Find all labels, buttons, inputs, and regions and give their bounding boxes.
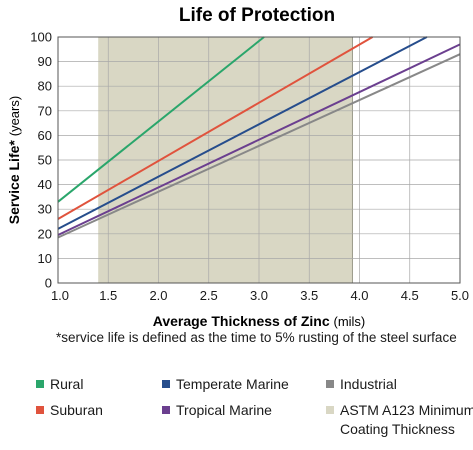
y-tick-label: 10 <box>38 251 52 266</box>
x-tick-label: 2.5 <box>200 288 218 303</box>
plot-frame <box>57 36 461 284</box>
x-tick-label: 5.0 <box>451 288 469 303</box>
series-line-suburan <box>57 36 374 220</box>
chart-title: Life of Protection <box>179 5 335 26</box>
y-tick-label: 90 <box>38 54 52 69</box>
y-tick-label: 50 <box>38 153 52 168</box>
series-line-temperate-marine <box>57 36 428 230</box>
y-tick-label: 20 <box>38 226 52 241</box>
y-tick-label: 80 <box>38 79 52 94</box>
x-axis-label: Average Thickness of Zinc <box>153 313 330 329</box>
series-line-rural <box>57 36 265 203</box>
series-line-industrial <box>57 53 461 239</box>
legend-label-industrial: Industrial <box>340 376 397 392</box>
legend-swatch-suburan <box>36 406 44 414</box>
legend-label-astm-a123-line2: Coating Thickness <box>340 421 455 437</box>
legend-swatch-industrial <box>326 380 334 388</box>
x-tick-label: 3.0 <box>250 288 268 303</box>
line-chart: Life of Protection 0 10 20 30 40 50 60 70 80 90 10… <box>6 5 469 329</box>
legend-swatch-rural <box>36 380 44 388</box>
x-tick-label: 2.0 <box>149 288 167 303</box>
y-axis-title: Service Life* (years) <box>6 96 22 224</box>
series-line-tropical-marine <box>57 43 461 236</box>
y-tick-label: 0 <box>45 276 52 291</box>
x-tick-label: 1.5 <box>99 288 117 303</box>
y-axis-label: Service Life* <box>6 140 22 225</box>
legend-label-rural: Rural <box>50 376 84 392</box>
y-tick-label: 100 <box>30 30 52 45</box>
legend-label-suburan: Suburan <box>50 402 103 418</box>
y-tick-label: 60 <box>38 128 52 143</box>
x-tick-label: 4.0 <box>350 288 368 303</box>
legend-swatch-tropical-marine <box>162 406 170 414</box>
y-axis-unit: (years) <box>7 96 22 136</box>
y-tick-label: 40 <box>38 177 52 192</box>
legend-label-astm-a123: ASTM A123 Minimum <box>340 402 473 418</box>
x-axis-title: Average Thickness of Zinc (mils) <box>153 313 366 329</box>
footnote: *service life is defined as the time to … <box>56 330 457 345</box>
legend-swatch-temperate-marine <box>162 380 170 388</box>
x-tick-label: 1.0 <box>51 288 69 303</box>
y-tick-label: 30 <box>38 202 52 217</box>
x-axis-unit: (mils) <box>334 314 366 329</box>
legend-label-tropical-marine: Tropical Marine <box>176 402 272 418</box>
legend-label-temperate-marine: Temperate Marine <box>176 376 289 392</box>
x-tick-label: 3.5 <box>300 288 318 303</box>
legend-swatch-astm-a123 <box>326 406 334 414</box>
y-tick-label: 70 <box>38 103 52 118</box>
x-tick-label: 4.5 <box>401 288 419 303</box>
